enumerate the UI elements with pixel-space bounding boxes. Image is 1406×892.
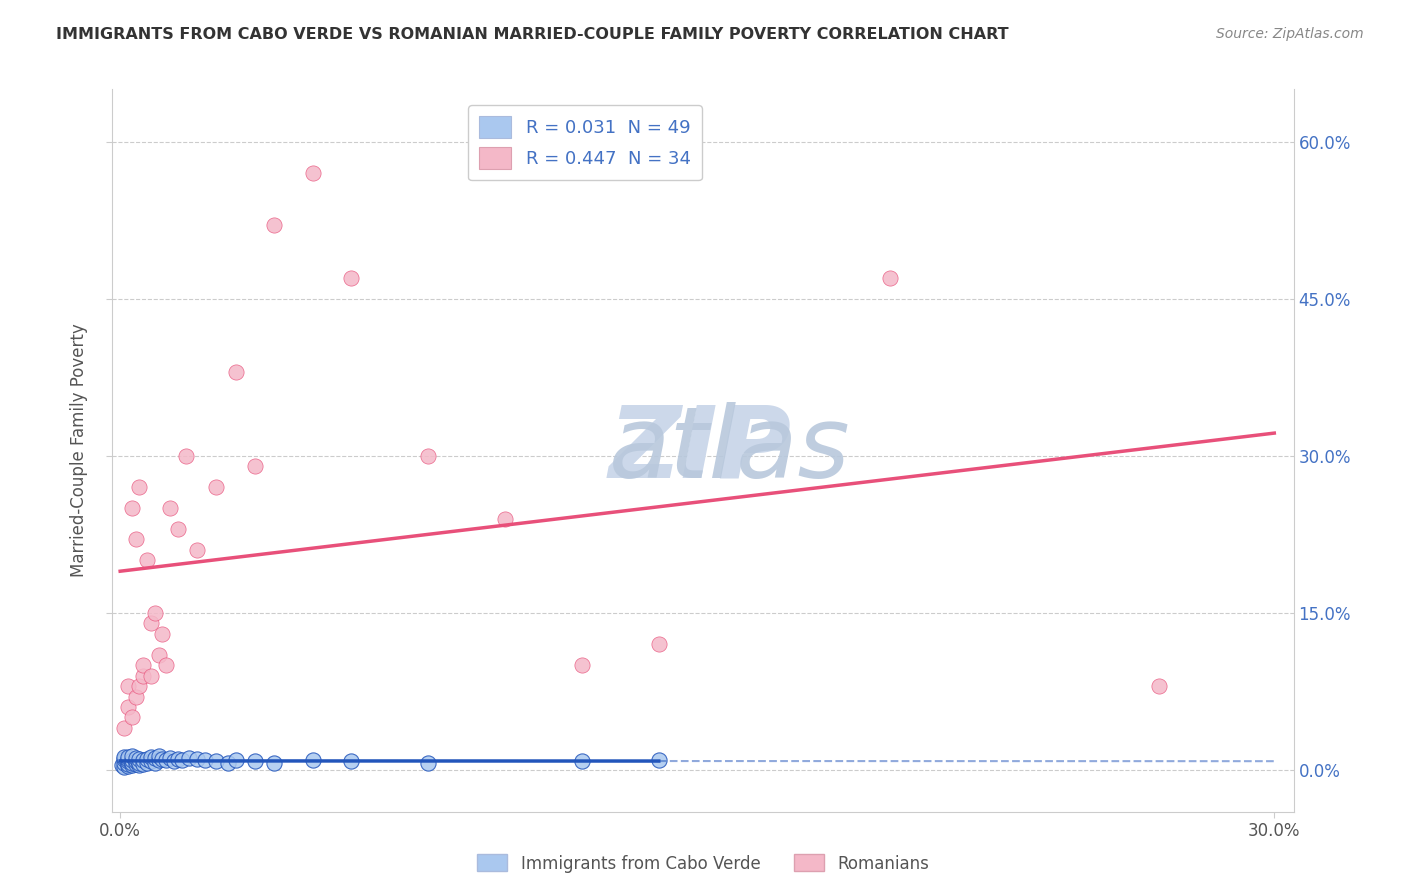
Point — [205, 480, 228, 494]
Point — [132, 753, 155, 767]
Point — [136, 553, 159, 567]
Point — [179, 751, 201, 765]
Point — [340, 755, 363, 769]
Point — [112, 760, 135, 774]
Point — [225, 753, 247, 767]
Point — [117, 756, 139, 771]
Point — [112, 752, 135, 766]
Point — [117, 700, 139, 714]
Point — [263, 756, 285, 770]
Point — [124, 751, 146, 765]
Point — [124, 533, 146, 547]
Point — [170, 753, 193, 767]
Point — [186, 543, 208, 558]
Point — [121, 710, 143, 724]
Text: atlas: atlas — [609, 402, 851, 499]
Point — [136, 756, 159, 770]
Text: ZIP: ZIP — [609, 402, 792, 499]
Point — [117, 752, 139, 766]
Point — [128, 480, 150, 494]
Point — [117, 750, 139, 764]
Point — [571, 658, 593, 673]
Point — [124, 756, 146, 771]
Point — [132, 756, 155, 771]
Point — [340, 270, 363, 285]
Point — [136, 752, 159, 766]
Point — [648, 753, 671, 767]
Point — [648, 637, 671, 651]
Point — [121, 757, 143, 772]
Point — [121, 749, 143, 764]
Point — [111, 757, 134, 772]
Point — [132, 668, 155, 682]
Point — [128, 756, 150, 770]
Point — [186, 752, 208, 766]
Point — [243, 459, 266, 474]
Point — [148, 753, 170, 767]
Point — [163, 755, 186, 769]
Point — [155, 753, 177, 767]
Point — [263, 219, 285, 233]
Text: Source: ZipAtlas.com: Source: ZipAtlas.com — [1216, 27, 1364, 41]
Point — [121, 753, 143, 767]
Point — [143, 751, 166, 765]
Point — [128, 679, 150, 693]
Point — [167, 752, 190, 766]
Point — [416, 449, 439, 463]
Point — [494, 511, 516, 525]
Point — [155, 658, 177, 673]
Point — [128, 757, 150, 772]
Legend: R = 0.031  N = 49, R = 0.447  N = 34: R = 0.031 N = 49, R = 0.447 N = 34 — [468, 105, 702, 180]
Point — [128, 752, 150, 766]
Point — [152, 752, 174, 766]
Point — [159, 751, 181, 765]
Point — [301, 753, 323, 767]
Point — [148, 648, 170, 662]
Legend: Immigrants from Cabo Verde, Romanians: Immigrants from Cabo Verde, Romanians — [471, 847, 935, 880]
Y-axis label: Married-Couple Family Poverty: Married-Couple Family Poverty — [70, 324, 89, 577]
Point — [174, 449, 197, 463]
Point — [301, 166, 323, 180]
Point — [152, 626, 174, 640]
Point — [139, 668, 162, 682]
Point — [132, 658, 155, 673]
Point — [416, 756, 439, 770]
Point — [117, 679, 139, 693]
Point — [139, 750, 162, 764]
Point — [167, 522, 190, 536]
Point — [139, 616, 162, 631]
Point — [117, 755, 139, 769]
Point — [571, 755, 593, 769]
Point — [1147, 679, 1170, 693]
Point — [112, 750, 135, 764]
Point — [148, 749, 170, 764]
Point — [117, 758, 139, 772]
Point — [243, 755, 266, 769]
Point — [112, 756, 135, 770]
Point — [143, 606, 166, 620]
Point — [194, 753, 217, 767]
Point — [225, 365, 247, 379]
Point — [217, 756, 239, 770]
Point — [139, 755, 162, 769]
Point — [143, 756, 166, 770]
Point — [112, 721, 135, 735]
Text: IMMIGRANTS FROM CABO VERDE VS ROMANIAN MARRIED-COUPLE FAMILY POVERTY CORRELATION: IMMIGRANTS FROM CABO VERDE VS ROMANIAN M… — [56, 27, 1010, 42]
Point — [124, 690, 146, 704]
Point — [121, 501, 143, 516]
Point — [205, 755, 228, 769]
Point — [879, 270, 901, 285]
Point — [159, 501, 181, 516]
Point — [124, 755, 146, 769]
Point — [121, 756, 143, 770]
